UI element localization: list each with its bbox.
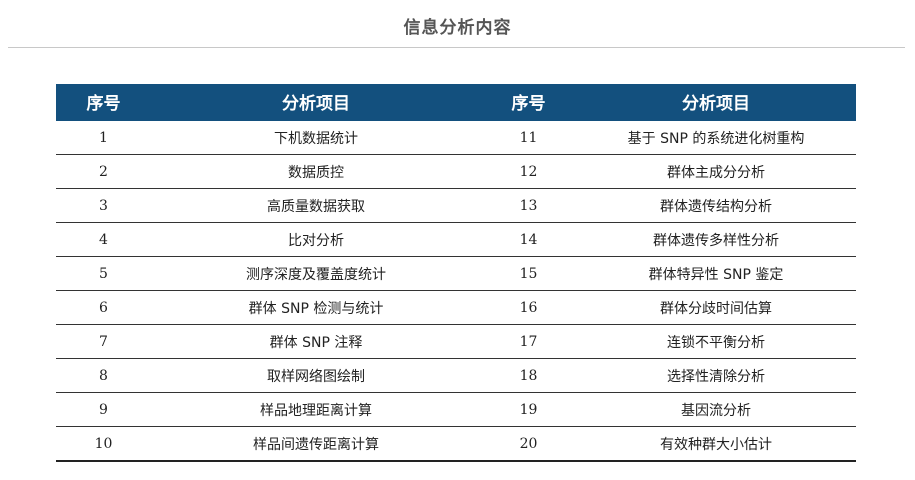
analysis-item: 测序深度及覆盖度统计	[151, 256, 481, 291]
table-row: 3 高质量数据获取 13 群体遗传结构分析	[56, 188, 856, 223]
analysis-table: 序号 分析项目 序号 分析项目 1 下机数据统计 11 基于 SNP 的系统进化…	[56, 84, 856, 462]
table-row: 2 数据质控 12 群体主成分分析	[56, 154, 856, 189]
analysis-item: 群体分歧时间估算	[576, 290, 856, 325]
table-row: 4 比对分析 14 群体遗传多样性分析	[56, 222, 856, 257]
row-number: 20	[481, 426, 576, 462]
analysis-item: 连锁不平衡分析	[576, 324, 856, 359]
row-number: 1	[56, 119, 151, 155]
row-number: 6	[56, 290, 151, 325]
analysis-item: 取样网络图绘制	[151, 358, 481, 393]
row-number: 8	[56, 358, 151, 393]
row-number: 9	[56, 392, 151, 427]
analysis-item: 群体主成分分析	[576, 154, 856, 189]
row-number: 16	[481, 290, 576, 325]
analysis-item: 选择性清除分析	[576, 358, 856, 393]
analysis-item: 有效种群大小估计	[576, 426, 856, 462]
row-number: 2	[56, 154, 151, 189]
analysis-item: 群体 SNP 检测与统计	[151, 290, 481, 325]
table-row: 9 样品地理距离计算 19 基因流分析	[56, 392, 856, 427]
title-divider	[8, 47, 905, 48]
row-number: 14	[481, 222, 576, 257]
analysis-item: 群体特异性 SNP 鉴定	[576, 256, 856, 291]
header-no-left: 序号	[56, 84, 151, 121]
header-item-right: 分析项目	[576, 84, 856, 121]
row-number: 11	[481, 119, 576, 155]
row-number: 4	[56, 222, 151, 257]
analysis-item: 高质量数据获取	[151, 188, 481, 223]
analysis-item: 样品地理距离计算	[151, 392, 481, 427]
analysis-item: 数据质控	[151, 154, 481, 189]
header-no-right: 序号	[481, 84, 576, 121]
row-number: 5	[56, 256, 151, 291]
analysis-item: 群体遗传多样性分析	[576, 222, 856, 257]
table-row: 6 群体 SNP 检测与统计 16 群体分歧时间估算	[56, 290, 856, 325]
row-number: 19	[481, 392, 576, 427]
row-number: 18	[481, 358, 576, 393]
analysis-item: 群体 SNP 注释	[151, 324, 481, 359]
table-row: 1 下机数据统计 11 基于 SNP 的系统进化树重构	[56, 119, 856, 155]
row-number: 17	[481, 324, 576, 359]
row-number: 12	[481, 154, 576, 189]
analysis-item: 比对分析	[151, 222, 481, 257]
table-header-row: 序号 分析项目 序号 分析项目	[56, 84, 856, 121]
analysis-item: 样品间遗传距离计算	[151, 426, 481, 462]
row-number: 3	[56, 188, 151, 223]
table-row: 7 群体 SNP 注释 17 连锁不平衡分析	[56, 324, 856, 359]
row-number: 15	[481, 256, 576, 291]
table-row: 5 测序深度及覆盖度统计 15 群体特异性 SNP 鉴定	[56, 256, 856, 291]
header-item-left: 分析项目	[151, 84, 481, 121]
analysis-item: 下机数据统计	[151, 119, 481, 155]
page-title: 信息分析内容	[403, 18, 512, 38]
analysis-item: 基于 SNP 的系统进化树重构	[576, 119, 856, 155]
row-number: 13	[481, 188, 576, 223]
analysis-item: 基因流分析	[576, 392, 856, 427]
row-number: 7	[56, 324, 151, 359]
analysis-item: 群体遗传结构分析	[576, 188, 856, 223]
row-number: 10	[56, 426, 151, 462]
table-row: 10 样品间遗传距离计算 20 有效种群大小估计	[56, 426, 856, 462]
table-row: 8 取样网络图绘制 18 选择性清除分析	[56, 358, 856, 393]
